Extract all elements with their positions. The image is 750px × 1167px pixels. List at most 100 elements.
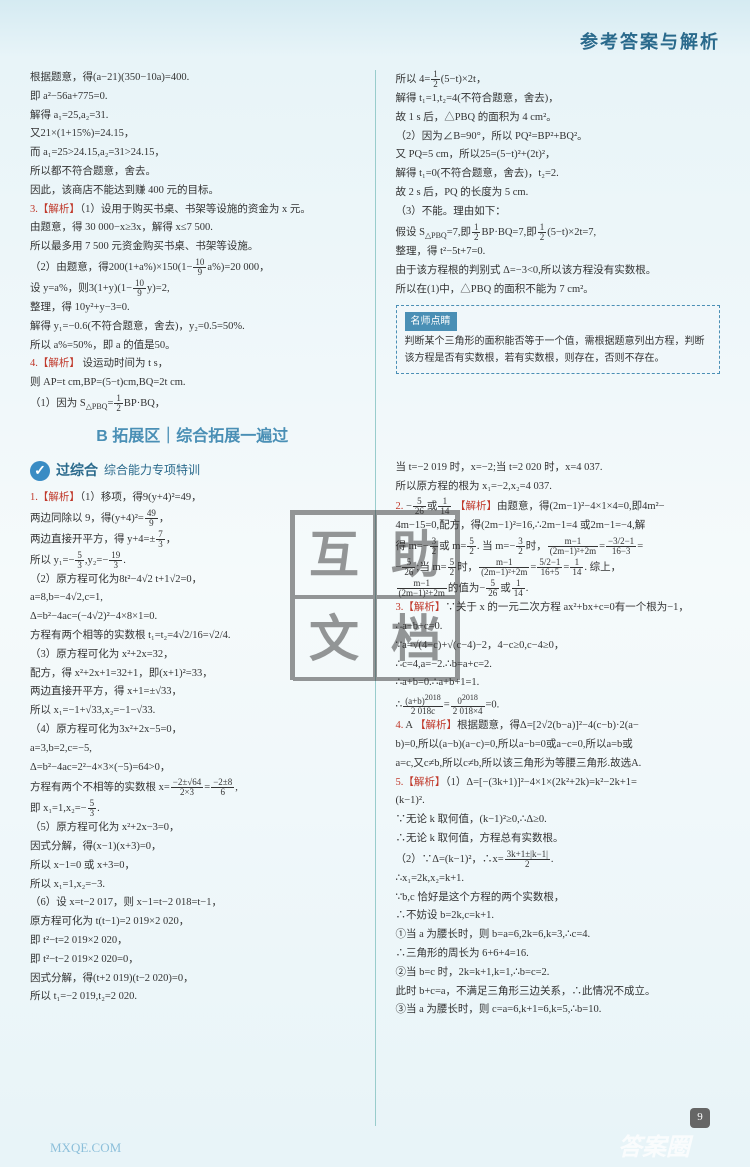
text-line: 即 a²−56a+775=0. — [30, 89, 355, 106]
text-line: 两边同除以 9，得(y+4)²=499， — [30, 509, 355, 528]
text-line: ∴(a+b)20182 018c=020182 018×4=0. — [396, 694, 721, 716]
text-line: 所以 x−1=0 或 x+3=0， — [30, 858, 355, 875]
text-line: 即 x₁=1,x₂=−53. — [30, 799, 355, 818]
text-line: 设 y=a%，则3(1+y)(1−109y)=2, — [30, 279, 355, 298]
solution-label: 3.【解析】 — [396, 602, 446, 613]
text-line: 解得 t₁=0(不符合题意，舍去)，t₂=2. — [396, 166, 721, 183]
text-line: （6）设 x=t−2 017，则 x−1=t−2 018=t−1， — [30, 895, 355, 912]
text-line: b)=0,所以(a−b)(a−c)=0,所以a−b=0或a−c=0,所以a=b或 — [396, 737, 721, 754]
text-line: 解得 y₁=−0.6(不符合题意，舍去)，y₂=0.5=50%. — [30, 319, 355, 336]
text-line: ∴三角形的周长为 6+6+4=16. — [396, 946, 721, 963]
solution-label: 4.【解析】 — [30, 358, 80, 369]
text-line: 整理，得 t²−5t+7=0. — [396, 244, 721, 261]
text-line: ①当 a 为腰长时，则 b=a=6,2k=6,k=3,∴c=4. — [396, 927, 721, 944]
text-line: （5）原方程可化为 x²+2x−3=0， — [30, 820, 355, 837]
subsection-title: ✓ 过综合 综合能力专项特训 — [30, 459, 355, 481]
text-line: 所以都不符合题意，舍去。 — [30, 164, 355, 181]
text-line: 4.【解析】 设运动时间为 t s， — [30, 356, 355, 373]
text-line: （2）∵Δ=(k−1)²，∴x=3k+1±|k−1|2. — [396, 850, 721, 869]
text-line: 所以 y₁=−53,y₂=−193. — [30, 551, 355, 570]
sub-title-desc: 综合能力专项特训 — [104, 461, 200, 480]
solution-label: 1.【解析】 — [30, 492, 80, 503]
answer-label: 2. — [396, 501, 404, 512]
text-line: （4）原方程可化为3x²+2x−5=0， — [30, 722, 355, 739]
solution-label: 3.【解析】 — [30, 204, 80, 215]
text-line: 又 PQ=5 cm，所以25=(5−t)²+(2t)²， — [396, 147, 721, 164]
text-line: 得 m=−32或 m=52. 当 m=−32时，m−1(2m−1)²+2m=−3… — [396, 537, 721, 556]
text-line: 则 AP=t cm,BP=(5−t)cm,BQ=2t cm. — [30, 375, 355, 392]
left-column: 根据题意，得(a−21)(350−10a)=400. 即 a²−56a+775=… — [30, 70, 355, 1126]
text-line: 整理，得 10y²+y−3=0. — [30, 300, 355, 317]
text-line: −526;当 m=52时，m−1(2m−1)²+2m=5/2−116+5=114… — [396, 558, 721, 577]
text-line: 故 2 s 后，PQ 的长度为 5 cm. — [396, 185, 721, 202]
text-line: 原方程可化为 t(t−1)=2 019×2 020， — [30, 914, 355, 931]
text-line: 方程有两个不相等的实数根 x=−2±√642×3=−2±86, — [30, 778, 355, 797]
text-line: （2）由题意，得200(1+a%)×150(1−109a%)=20 000， — [30, 258, 355, 277]
text-line: 又21×(1+15%)=24.15， — [30, 126, 355, 143]
left-bottom-section: 1.【解析】（1）移项，得9(y+4)²=49， 两边同除以 9，得(y+4)²… — [30, 490, 355, 1007]
answer-label: 4. — [396, 720, 404, 731]
text-line: ∴c=4,a=−2.∴b=a+c=2. — [396, 657, 721, 674]
text-line: 所以在(1)中，△PBQ 的面积不能为 7 cm²。 — [396, 282, 721, 299]
text-line: 即 t²−t−2 019×2 020=0， — [30, 952, 355, 969]
text-line: 配方，得 x²+2x+1=32+1，即(x+1)²=33， — [30, 666, 355, 683]
tip-label: 名师点睛 — [405, 312, 457, 331]
text-line: 5.【解析】（1）Δ=[−(3k+1)]²−4×1×(2k²+2k)=k²−2k… — [396, 775, 721, 792]
text-line: 3.【解析】（1）设用于购买书桌、书架等设施的资金为 x 元。 — [30, 202, 355, 219]
text-line: 两边直接开平方，得 x+1=±√33， — [30, 684, 355, 701]
text-line: ∴a+b=0.∴a+b+1=1. — [396, 675, 721, 692]
column-divider — [375, 70, 376, 1126]
text-line: ∵b,c 恰好是这个方程的两个实数根， — [396, 890, 721, 907]
tip-box: 名师点睛 判断某个三角形的面积能否等于一个值，需根据题意列出方程，判断该方程是否… — [396, 305, 721, 374]
text-line: 故 1 s 后，△PBQ 的面积为 4 cm²。 — [396, 110, 721, 127]
text-line: 两边直接开平方，得 y+4=±73， — [30, 530, 355, 549]
text-line: a=c,又c≠b,所以c≠b,所以该三角形为等腰三角形.故选A. — [396, 756, 721, 773]
text-line: 即 t²−t=2 019×2 020， — [30, 933, 355, 950]
text-line: 因式分解，得(t+2 019)(t−2 020)=0， — [30, 971, 355, 988]
text-line: 4. A 【解析】根据题意，得Δ=[2√2(b−a)]²−4(c−b)·2(a− — [396, 718, 721, 735]
text-line: 3.【解析】∵关于 x 的一元二次方程 ax²+bx+c=0有一个根为−1， — [396, 600, 721, 617]
watermark-right: 答案圈 — [618, 1129, 690, 1167]
text-line: a=3,b=2,c=−5, — [30, 741, 355, 758]
content-area: 根据题意，得(a−21)(350−10a)=400. 即 a²−56a+775=… — [30, 70, 720, 1126]
text-line: Δ=b²−4ac=2²−4×3×(−5)=64>0， — [30, 760, 355, 777]
text-line: 所以原方程的根为 x₁=−2,x₂=4 037. — [396, 479, 721, 496]
text-line: 所以 x₁=−1+√33,x₂=−1−√33. — [30, 703, 355, 720]
text-line: 所以 x₁=1,x₂=−3. — [30, 877, 355, 894]
check-icon: ✓ — [30, 461, 50, 481]
solution-label: 5.【解析】 — [396, 777, 446, 788]
page-number: 9 — [690, 1108, 710, 1128]
text-line: ②当 b=c 时，2k=k+1,k=1,∴b=c=2. — [396, 965, 721, 982]
text-line: 所以 4=12(5−t)×2t， — [396, 70, 721, 89]
text-line: 解得 a₁=25,a₂=31. — [30, 108, 355, 125]
right-bottom-section: 当 t=−2 019 时，x=−2;当 t=2 020 时，x=4 037. 所… — [396, 460, 721, 1019]
text-line: a=8,b=−4√2,c=1, — [30, 590, 355, 607]
section-b-title: B 拓展区｜综合拓展一遍过 — [30, 424, 355, 450]
text-line: 所以 t₁=−2 019,t₂=2 020. — [30, 989, 355, 1006]
text-line: 方程有两个相等的实数根 t₁=t₂=4√2/16=√2/4. — [30, 628, 355, 645]
text-line: 当 t=−2 019 时，x=−2;当 t=2 020 时，x=4 037. — [396, 460, 721, 477]
text-line: （1）因为 S△PBQ=12BP·BQ， — [30, 394, 355, 414]
text-line: （2）原方程可化为8t²−4√2 t+1√2=0， — [30, 572, 355, 589]
text-line: ∴无论 k 取何值，方程总有实数根。 — [396, 831, 721, 848]
text-line: 因式分解，得(x−1)(x+3)=0， — [30, 839, 355, 856]
text-line: m−1(2m−1)²+2m的值为−526或114. — [396, 579, 721, 598]
text-line: 4m−15=0,配方，得(2m−1)²=16,∴2m−1=4 或2m−1=−4,… — [396, 518, 721, 535]
text-line: ∴x₁=2k,x₂=k+1. — [396, 871, 721, 888]
text-line: 所以 a%=50%，即 a 的值是50。 — [30, 338, 355, 355]
text-line: ∴不妨设 b=2k,c=k+1. — [396, 908, 721, 925]
text-line: 解得 t₁=1,t₂=4(不符合题意，舍去)， — [396, 91, 721, 108]
text-line: （2）因为∠B=90°，所以 PQ²=BP²+BQ²。 — [396, 129, 721, 146]
text-line: 根据题意，得(a−21)(350−10a)=400. — [30, 70, 355, 87]
text-line: ∴a−b+c=0. — [396, 619, 721, 636]
text-line: 因此，该商店不能达到赚 400 元的目标。 — [30, 183, 355, 200]
text-line: （3）原方程可化为 x²+2x=32， — [30, 647, 355, 664]
text-line: ∵a=√(4−c)+√(c−4)−2，4−c≥0,c−4≥0， — [396, 638, 721, 655]
right-top-section: 所以 4=12(5−t)×2t， 解得 t₁=1,t₂=4(不符合题意，舍去)，… — [396, 70, 721, 374]
text-line: 由于该方程根的判别式 Δ=−3<0,所以该方程没有实数根。 — [396, 263, 721, 280]
solution-label: 【解析】 — [455, 501, 497, 512]
text-line: Δ=b²−4ac=(−4√2)²−4×8×1=0. — [30, 609, 355, 626]
text-line: （3）不能。理由如下： — [396, 204, 721, 221]
text-line: 由题意，得 30 000−x≥3x，解得 x≤7 500. — [30, 220, 355, 237]
page-header-title: 参考答案与解析 — [580, 28, 720, 57]
